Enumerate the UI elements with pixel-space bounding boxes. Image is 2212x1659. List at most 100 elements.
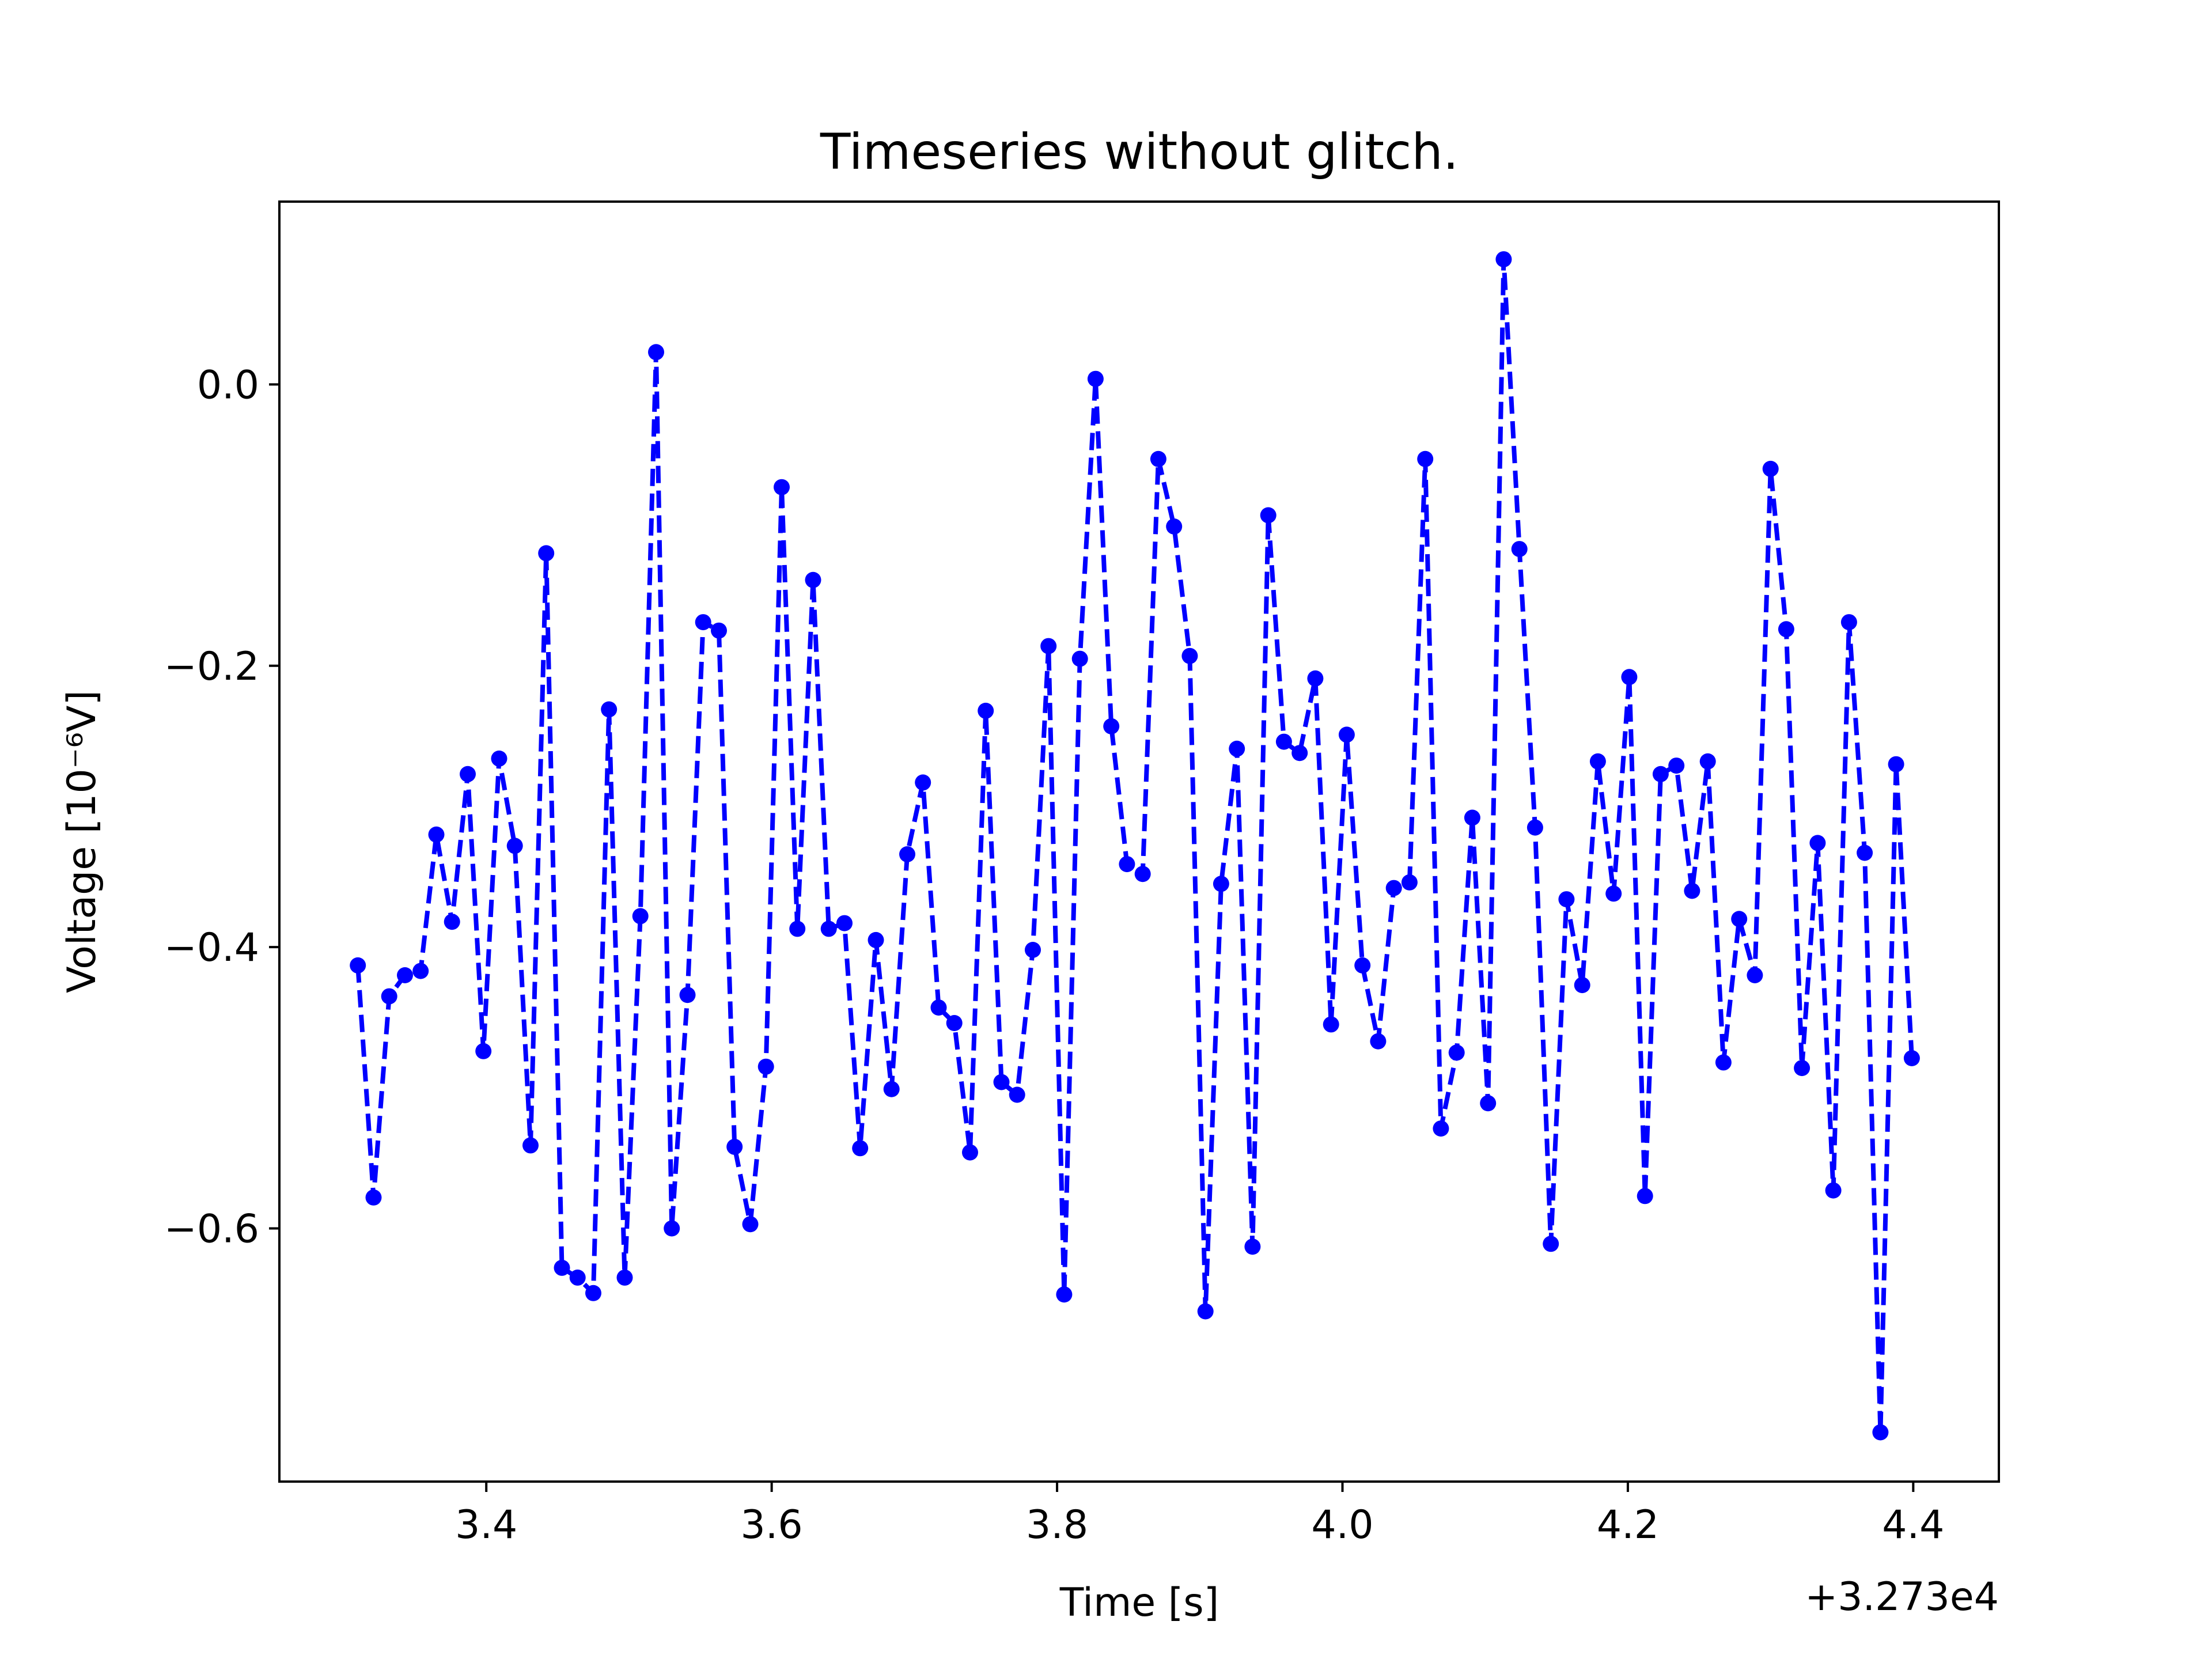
y-tick-label: −0.6 [164,1206,259,1252]
data-point [1370,1033,1387,1050]
data-point [648,344,664,361]
data-point [899,846,915,862]
data-point [1605,885,1622,902]
data-point [1433,1120,1449,1137]
data-point [805,571,821,588]
data-point [475,1043,492,1059]
data-point [915,774,931,791]
data-point [428,826,445,843]
data-point [1323,1016,1339,1033]
data-point [1480,1095,1497,1112]
data-point [397,967,413,983]
data-point [962,1144,978,1161]
data-point [1809,835,1826,851]
data-point [365,1189,382,1206]
data-point [1338,726,1355,743]
data-point [1574,977,1590,994]
data-point [1275,733,1292,750]
data-point [1260,507,1277,524]
data-point [491,750,507,767]
data-point [789,921,806,937]
data-point [444,914,460,930]
data-point [695,614,711,631]
data-point [852,1140,869,1157]
x-tick-label: 3.8 [1026,1502,1088,1548]
data-point [978,702,994,719]
data-point [1684,882,1700,899]
data-point [1794,1060,1810,1077]
y-tick-label: 0.0 [197,362,259,408]
data-point [1762,460,1779,477]
data-point [1401,874,1418,891]
data-point [1464,809,1480,826]
y-tick-label: −0.2 [164,644,259,690]
x-tick-label: 4.4 [1882,1502,1944,1548]
data-point [522,1137,539,1154]
data-point [1071,650,1088,667]
data-point [1291,745,1308,762]
data-point [1166,518,1183,535]
x-offset-label: +3.273e4 [1805,1574,1999,1620]
series-line [355,257,1914,1435]
data-point [1857,844,1873,861]
data-point [1087,370,1104,387]
data-point [1197,1303,1214,1320]
data-point [585,1285,601,1301]
x-tick-label: 4.0 [1311,1502,1373,1548]
data-point [1543,1236,1559,1252]
data-point [601,701,618,718]
data-point [679,987,696,1003]
data-point [1652,766,1669,782]
data-point [1903,1050,1920,1066]
data-point [616,1269,633,1286]
data-point [538,545,555,562]
data-point [664,1220,680,1237]
data-point [820,921,837,937]
data-point [1668,757,1685,774]
data-point [1589,753,1606,770]
data-point [1888,756,1904,772]
data-point [1715,1054,1732,1071]
data-point [1417,450,1434,467]
data-point [1558,891,1575,908]
data-point [993,1074,1010,1090]
data-point [1621,669,1638,685]
data-point [1213,876,1229,892]
data-point [946,1015,963,1031]
plot-frame [278,200,2000,1483]
data-point [1244,1238,1261,1255]
data-point [883,1081,900,1097]
data-point [1354,957,1371,974]
data-point [1778,621,1794,638]
x-tick-label: 3.6 [741,1502,803,1548]
data-point [774,479,790,495]
data-point [1511,541,1528,558]
data-point [1495,251,1512,268]
data-point [1825,1182,1842,1199]
data-point [1103,718,1120,734]
data-point [460,766,476,782]
y-axis: 0.0 −0.2 −0.4 −0.6 [164,362,279,1252]
data-point [412,963,429,979]
y-tick-label: −0.4 [164,925,259,971]
data-point [632,908,649,925]
data-point [506,838,523,854]
data-point [1150,450,1166,467]
x-axis: 3.4 3.6 3.8 4.0 4.2 4.4 [455,1482,1944,1548]
data-point [757,1058,774,1075]
data-point [1747,967,1763,983]
data-point [1840,614,1857,631]
data-point [836,915,853,931]
y-axis-label: Voltage [10⁻⁶V] [59,690,105,993]
data-point [569,1269,586,1286]
data-point [1527,819,1543,836]
data-point [1134,866,1151,882]
data-point [1009,1086,1025,1103]
x-tick-label: 3.4 [455,1502,517,1548]
series-layer [350,251,1920,1441]
x-tick-label: 4.2 [1597,1502,1659,1548]
data-point [711,622,727,639]
data-point [1229,740,1245,757]
